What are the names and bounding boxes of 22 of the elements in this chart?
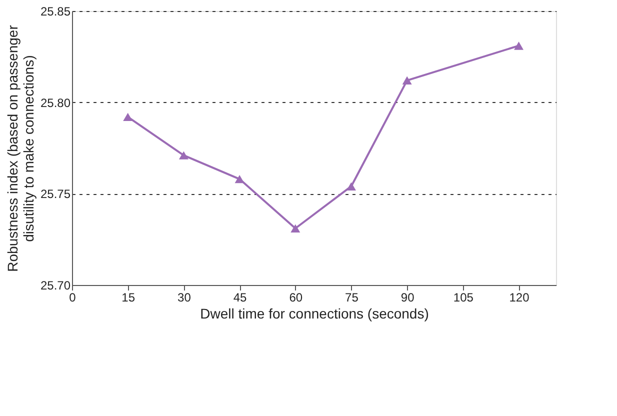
point — [402, 76, 412, 85]
x-tick-label: 60 — [289, 290, 303, 304]
x-tick-label: 45 — [233, 290, 248, 304]
point — [346, 182, 356, 190]
y-tick-label: 25.70 — [40, 278, 71, 292]
y-tick-label: 25.80 — [40, 96, 71, 110]
y-axis-title: Robustness index (based on passenger disutility to make connections) — [4, 24, 36, 272]
point — [514, 42, 524, 50]
x-tick-label: 30 — [178, 290, 192, 304]
x-tick-label: 75 — [345, 290, 359, 304]
y-tick-label: 25.75 — [40, 187, 71, 202]
point — [290, 224, 300, 232]
point — [234, 174, 244, 184]
x-tick-label: 0 — [69, 290, 76, 304]
point — [123, 112, 133, 122]
x-tick-label: 105 — [453, 290, 474, 304]
x-axis-title: Dwell time for connections (seconds) — [200, 306, 429, 322]
y-tick-label: 25.85 — [40, 4, 71, 18]
x-tick-label: 90 — [400, 290, 415, 304]
x-tick-label: 15 — [122, 290, 136, 304]
x-tick-label: 120 — [509, 290, 530, 304]
point — [178, 151, 188, 160]
